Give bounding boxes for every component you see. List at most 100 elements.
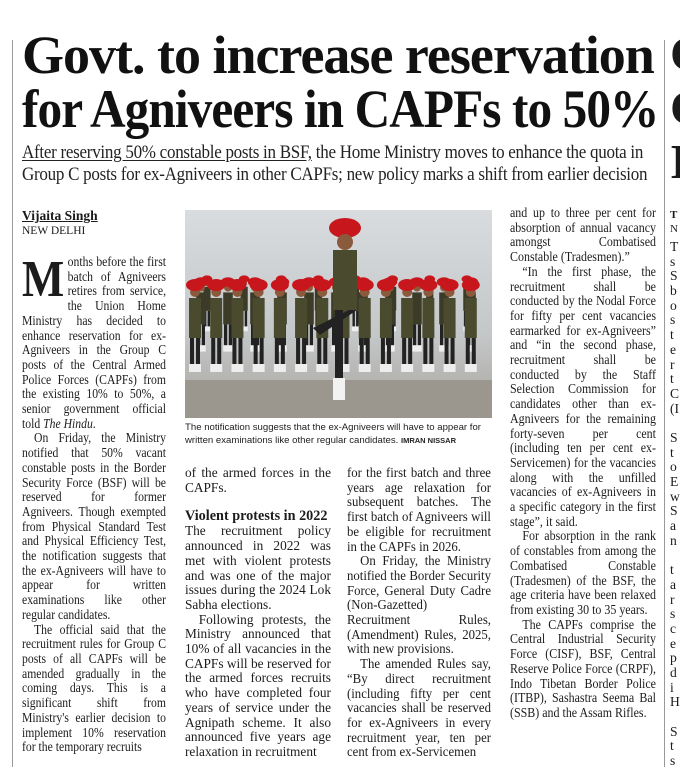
turban bbox=[186, 279, 204, 291]
fragment-line: S bbox=[670, 723, 678, 739]
turban bbox=[440, 279, 459, 291]
fragment-line: s bbox=[670, 253, 676, 269]
lead-soldier bbox=[333, 250, 357, 310]
parade-image bbox=[185, 210, 492, 418]
turban bbox=[419, 279, 438, 291]
turban bbox=[329, 218, 361, 238]
turban bbox=[249, 279, 268, 291]
article-photo bbox=[185, 210, 492, 418]
fragment-line bbox=[670, 548, 680, 563]
fragment-line: i bbox=[670, 679, 674, 695]
paragraph: and up to three per cent for absorption … bbox=[510, 205, 656, 265]
fragment-line: t bbox=[670, 444, 674, 460]
fragment-line: w bbox=[670, 488, 680, 504]
soldier-figure bbox=[358, 298, 371, 338]
fragment-line: d bbox=[670, 664, 677, 680]
soldier-figure bbox=[273, 298, 286, 338]
turban bbox=[207, 279, 226, 291]
turban bbox=[313, 279, 332, 291]
fragment-line: t bbox=[670, 738, 674, 754]
fragment-line: a bbox=[670, 518, 677, 534]
section-subhead: Violent protests in 2022 bbox=[185, 508, 328, 525]
column-4: and up to three per cent for absorption … bbox=[510, 205, 656, 721]
soldier-figure bbox=[379, 298, 392, 338]
adjacent-article-fragment: C C I T N TsSbostertC(IStoEwSantarscepdi… bbox=[670, 0, 680, 767]
column-rule-right bbox=[664, 40, 665, 767]
soldier-figure bbox=[412, 292, 422, 325]
paragraph: The recruitment policy announced in 2022… bbox=[185, 523, 331, 612]
turban bbox=[461, 279, 480, 291]
soldier-figure bbox=[464, 298, 477, 338]
fragment-line: a bbox=[670, 576, 677, 592]
lead-text: onths before the first batch of Agniveer… bbox=[22, 254, 166, 431]
headline-line: Govt. to increase reservation bbox=[22, 25, 655, 85]
deck-underlined: After reserving 50% constable posts in B… bbox=[22, 143, 312, 163]
fragment-line: s bbox=[670, 606, 676, 622]
soldier-figure bbox=[210, 298, 223, 338]
paragraph: The CAPFs comprise the Central Industria… bbox=[510, 616, 656, 720]
byline: Vijaita Singh NEW DELHI bbox=[22, 208, 98, 238]
fragment-byline: T N bbox=[670, 208, 678, 236]
column-2: of the armed forces in the CAPFs. Violen… bbox=[185, 465, 331, 760]
fragment-line: o bbox=[670, 297, 677, 313]
deck-subheadline: After reserving 50% constable posts in B… bbox=[22, 142, 658, 186]
fragment-line: T bbox=[670, 239, 679, 254]
fragment-line: b bbox=[670, 283, 677, 299]
fragment-line: e bbox=[670, 341, 677, 357]
photo-credit: IMRAN NISSAR bbox=[400, 436, 456, 445]
turban bbox=[292, 279, 311, 291]
soldier-figure bbox=[252, 298, 265, 338]
fragment-line bbox=[670, 416, 680, 431]
fragment-line: E bbox=[670, 474, 679, 489]
turban bbox=[228, 279, 247, 291]
lead-end: . bbox=[92, 415, 96, 431]
headline: Govt. to increase reservation for Agnive… bbox=[22, 25, 659, 136]
fragment-headline-letter: C bbox=[670, 28, 680, 80]
fragment-byline-letter: T bbox=[670, 209, 678, 221]
soldier-figure bbox=[231, 298, 244, 338]
fragment-headline-letter: I bbox=[670, 134, 680, 189]
fragment-byline-letter: N bbox=[670, 223, 678, 235]
fragment-line: e bbox=[670, 635, 677, 651]
fragment-line: S bbox=[670, 429, 678, 445]
soldier-figure bbox=[240, 286, 248, 311]
soldier-figure bbox=[203, 286, 211, 311]
fragment-line: p bbox=[670, 650, 677, 666]
soldier-figure bbox=[401, 298, 414, 338]
paragraph: “In the first phase, the recruitment sha… bbox=[510, 263, 656, 529]
column-3: for the first batch and three years age … bbox=[347, 465, 491, 760]
soldier-figure bbox=[189, 298, 201, 338]
fragment-line: S bbox=[670, 268, 678, 284]
fragment-line: s bbox=[670, 753, 676, 767]
turban bbox=[398, 279, 417, 291]
paragraph: The amended Rules say, “By direct recrui… bbox=[347, 656, 491, 760]
fragment-line: C bbox=[670, 385, 680, 401]
soldier-figure bbox=[223, 292, 233, 325]
fragment-line: (I bbox=[670, 400, 680, 416]
fragment-line bbox=[670, 710, 680, 725]
caption-text: The notification suggests that the ex-Ag… bbox=[185, 422, 481, 446]
paragraph: On Friday, the Ministry notified the Bor… bbox=[347, 553, 491, 657]
turban bbox=[270, 279, 289, 291]
fragment-line: n bbox=[670, 532, 677, 548]
fragment-line: s bbox=[670, 312, 676, 328]
fragment-line: r bbox=[670, 356, 675, 372]
photo-caption: The notification suggests that the ex-Ag… bbox=[185, 421, 497, 447]
turban bbox=[355, 279, 374, 291]
paragraph: On Friday, the Ministry notified that 50… bbox=[22, 430, 166, 622]
paragraph: for the first batch and three years age … bbox=[347, 465, 491, 554]
column-rule-left bbox=[12, 40, 13, 767]
fragment-line: S bbox=[670, 503, 678, 519]
fragment-headline-letter: C bbox=[670, 82, 680, 134]
author-name: Vijaita Singh bbox=[22, 208, 98, 223]
paragraph: The official said that the recruitment r… bbox=[22, 621, 166, 755]
paragraph: For absorption in the rank of constables… bbox=[510, 528, 656, 617]
fragment-line: t bbox=[670, 562, 674, 578]
fragment-line: c bbox=[670, 620, 677, 636]
fragment-line: o bbox=[670, 459, 677, 475]
soldier-figure bbox=[295, 298, 308, 338]
soldier-figure bbox=[443, 298, 456, 338]
